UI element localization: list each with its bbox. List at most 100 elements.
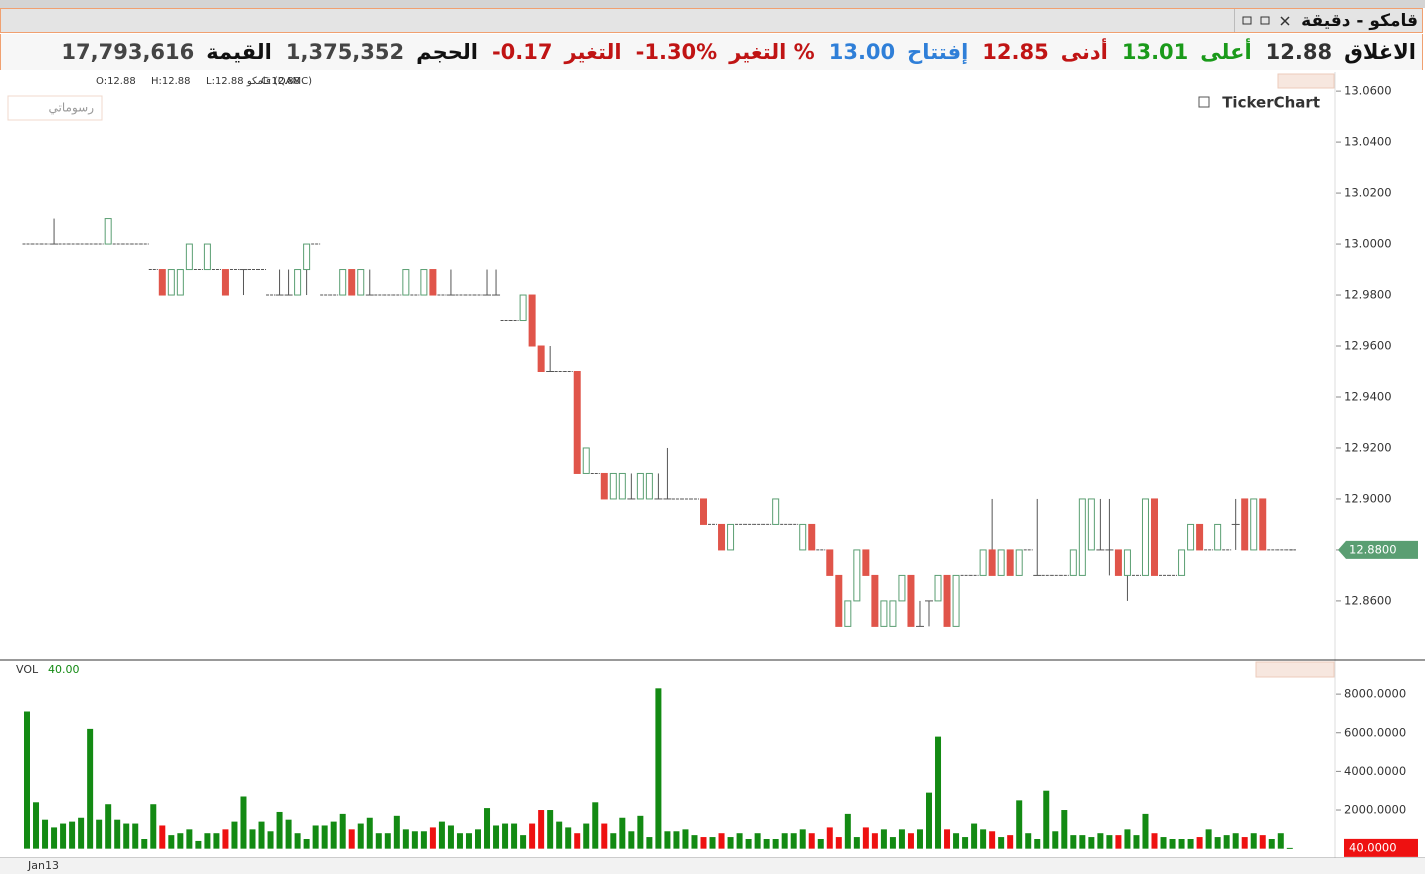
volume-bar	[339, 813, 346, 849]
volume-bar	[574, 833, 581, 849]
volume-bar	[1160, 837, 1167, 849]
quote-item: الاغلاق 12.88	[1266, 40, 1416, 64]
volume-bar	[1232, 833, 1239, 849]
volume-bar	[348, 829, 355, 849]
window-controls[interactable]	[1241, 15, 1293, 27]
volume-bar	[402, 829, 409, 849]
volume-bar	[456, 833, 463, 849]
quote-value: 13.01	[1121, 40, 1189, 64]
candle-body	[862, 549, 870, 576]
volume-bar	[1079, 835, 1086, 849]
volume-bar	[1052, 831, 1059, 849]
window-title: قامكو - دقيقة	[1234, 9, 1418, 32]
candle-body	[979, 549, 987, 576]
volume-bar	[69, 821, 76, 849]
volume-bar	[1070, 835, 1077, 849]
y-tick-label: 12.8600	[1344, 593, 1392, 607]
volume-bar	[826, 827, 833, 849]
candle-body	[537, 345, 545, 372]
volume-bar	[673, 831, 680, 849]
quote-item: التغير -0.17	[492, 40, 622, 64]
candle-body	[826, 549, 834, 576]
panel-buttons[interactable]	[1277, 73, 1335, 89]
candle-body	[952, 574, 960, 627]
volume-bar	[853, 837, 860, 849]
quote-label: الاغلاق	[1344, 40, 1416, 64]
last-volume-tag	[1344, 838, 1418, 857]
candle-body	[772, 498, 780, 525]
volume-bar	[33, 802, 40, 849]
title: قامكو - دقيقة	[1301, 10, 1418, 31]
drawings-label[interactable]: رسوماتي	[49, 101, 95, 116]
candle-body	[907, 574, 915, 627]
volume-bar	[520, 835, 527, 849]
candle-body	[1187, 523, 1195, 551]
volume-bar	[1142, 813, 1149, 849]
quote-item: القيمة 17,793,616	[61, 40, 271, 64]
candle-body	[1196, 523, 1204, 551]
candle-body	[185, 243, 193, 271]
volume-bar	[1151, 833, 1158, 849]
volume-bar	[51, 827, 58, 849]
volume-bar	[790, 833, 797, 849]
volume-bar	[601, 823, 608, 849]
volume-bar	[1178, 839, 1185, 849]
volume-bar	[980, 829, 987, 849]
candle-body	[1214, 523, 1222, 551]
volume-bar	[330, 821, 337, 849]
candle-body	[1250, 498, 1258, 551]
y-tick-label: 12.9800	[1344, 288, 1392, 302]
volume-bar	[123, 823, 130, 849]
candle-body	[1178, 549, 1186, 576]
volume-bar	[502, 823, 509, 849]
candle-body	[609, 472, 617, 500]
volume-bar	[799, 829, 806, 849]
volume-bar	[682, 829, 689, 849]
quote-item: أدنى 12.85	[982, 40, 1108, 64]
candle-body	[167, 269, 175, 296]
quote-bar: الاغلاق 12.88 أعلى 13.01 أدنى 12.85 إفتتاح 13.0…	[0, 34, 1423, 70]
volume-bar	[1259, 835, 1266, 849]
volume-bar	[583, 823, 590, 849]
candle-body	[871, 574, 879, 627]
volume-bar	[204, 833, 211, 849]
candle-body	[636, 472, 644, 500]
volume-bar	[989, 831, 996, 849]
volume-bar	[249, 829, 256, 849]
volume-bar	[935, 736, 942, 849]
brand: TickerChart	[1222, 94, 1320, 112]
volume-bar	[177, 833, 184, 849]
volume-bar	[1214, 837, 1221, 849]
volume-bar	[907, 833, 914, 849]
candle-body	[158, 269, 166, 296]
volume-bar	[114, 819, 121, 849]
volume-bar	[700, 837, 707, 849]
volume-bar	[835, 837, 842, 849]
volume-bar	[78, 817, 85, 849]
volume-bar	[637, 815, 644, 849]
candle-body	[1123, 549, 1131, 576]
volume-bar	[664, 831, 671, 849]
candle-body	[1141, 498, 1149, 576]
volume-bar	[709, 837, 716, 849]
candle-body	[727, 523, 735, 551]
volume-bar	[1007, 835, 1014, 849]
volume-bar	[817, 839, 824, 849]
panel-buttons[interactable]	[1255, 661, 1335, 678]
volume-bar	[1016, 800, 1023, 849]
volume-bar	[844, 813, 851, 849]
y-tick-label: 12.9400	[1344, 389, 1392, 403]
volume-bar	[96, 819, 103, 849]
candle-body	[519, 294, 527, 322]
volume-bar	[475, 829, 481, 849]
candle-body	[1078, 498, 1086, 576]
volume-bar	[141, 839, 148, 849]
brand-icon	[1198, 96, 1210, 108]
volume-bar	[565, 827, 572, 849]
candle-body	[1015, 549, 1023, 576]
drawings-button[interactable]	[7, 95, 103, 121]
candle-body	[844, 600, 852, 627]
volume-bar	[285, 819, 292, 849]
volume-bar	[592, 802, 599, 849]
